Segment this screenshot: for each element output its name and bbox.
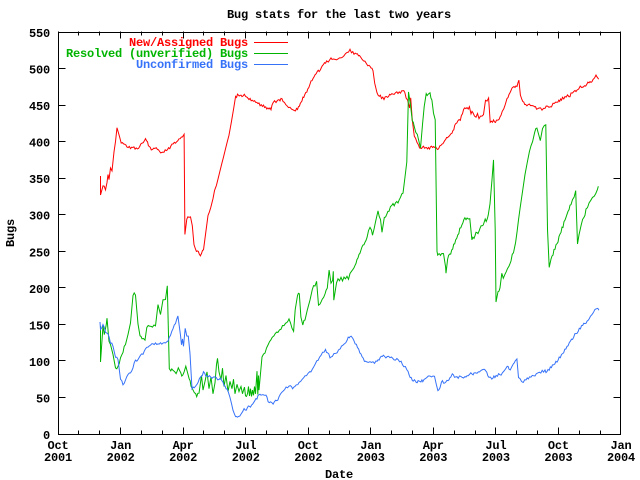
- svg-text:Unconfirmed Bugs: Unconfirmed Bugs: [136, 58, 248, 72]
- svg-text:300: 300: [29, 210, 50, 224]
- svg-text:2003: 2003: [357, 451, 385, 465]
- svg-text:Oct: Oct: [548, 439, 569, 453]
- svg-text:2002: 2002: [169, 451, 197, 465]
- svg-text:Jul: Jul: [485, 439, 506, 453]
- svg-text:2004: 2004: [607, 451, 635, 465]
- svg-text:200: 200: [29, 283, 50, 297]
- svg-text:450: 450: [29, 100, 50, 114]
- svg-text:Jan: Jan: [110, 439, 131, 453]
- svg-text:Apr: Apr: [173, 439, 194, 453]
- svg-text:2002: 2002: [294, 451, 322, 465]
- svg-text:100: 100: [29, 356, 50, 370]
- svg-text:0: 0: [43, 429, 50, 443]
- svg-text:Oct: Oct: [298, 439, 319, 453]
- svg-text:50: 50: [36, 393, 50, 407]
- svg-text:Date: Date: [325, 468, 353, 480]
- svg-text:2002: 2002: [107, 451, 135, 465]
- svg-text:Apr: Apr: [423, 439, 444, 453]
- svg-text:2002: 2002: [232, 451, 260, 465]
- svg-text:500: 500: [29, 64, 50, 78]
- svg-text:Oct: Oct: [47, 439, 68, 453]
- svg-text:350: 350: [29, 173, 50, 187]
- svg-text:New/Assigned Bugs: New/Assigned Bugs: [129, 36, 248, 50]
- svg-text:2001: 2001: [44, 451, 72, 465]
- svg-text:2003: 2003: [482, 451, 510, 465]
- svg-text:Bug stats for the last two yea: Bug stats for the last two years: [227, 8, 451, 22]
- svg-text:150: 150: [29, 319, 50, 333]
- svg-text:Jan: Jan: [610, 439, 631, 453]
- svg-text:Jul: Jul: [235, 439, 256, 453]
- svg-text:250: 250: [29, 246, 50, 260]
- svg-text:550: 550: [29, 27, 50, 41]
- svg-text:400: 400: [29, 137, 50, 151]
- svg-text:Bugs: Bugs: [4, 219, 18, 247]
- svg-text:Jan: Jan: [360, 439, 381, 453]
- svg-text:Resolved (unverified) Bugs: Resolved (unverified) Bugs: [66, 47, 248, 61]
- svg-text:2003: 2003: [544, 451, 572, 465]
- svg-text:2003: 2003: [419, 451, 447, 465]
